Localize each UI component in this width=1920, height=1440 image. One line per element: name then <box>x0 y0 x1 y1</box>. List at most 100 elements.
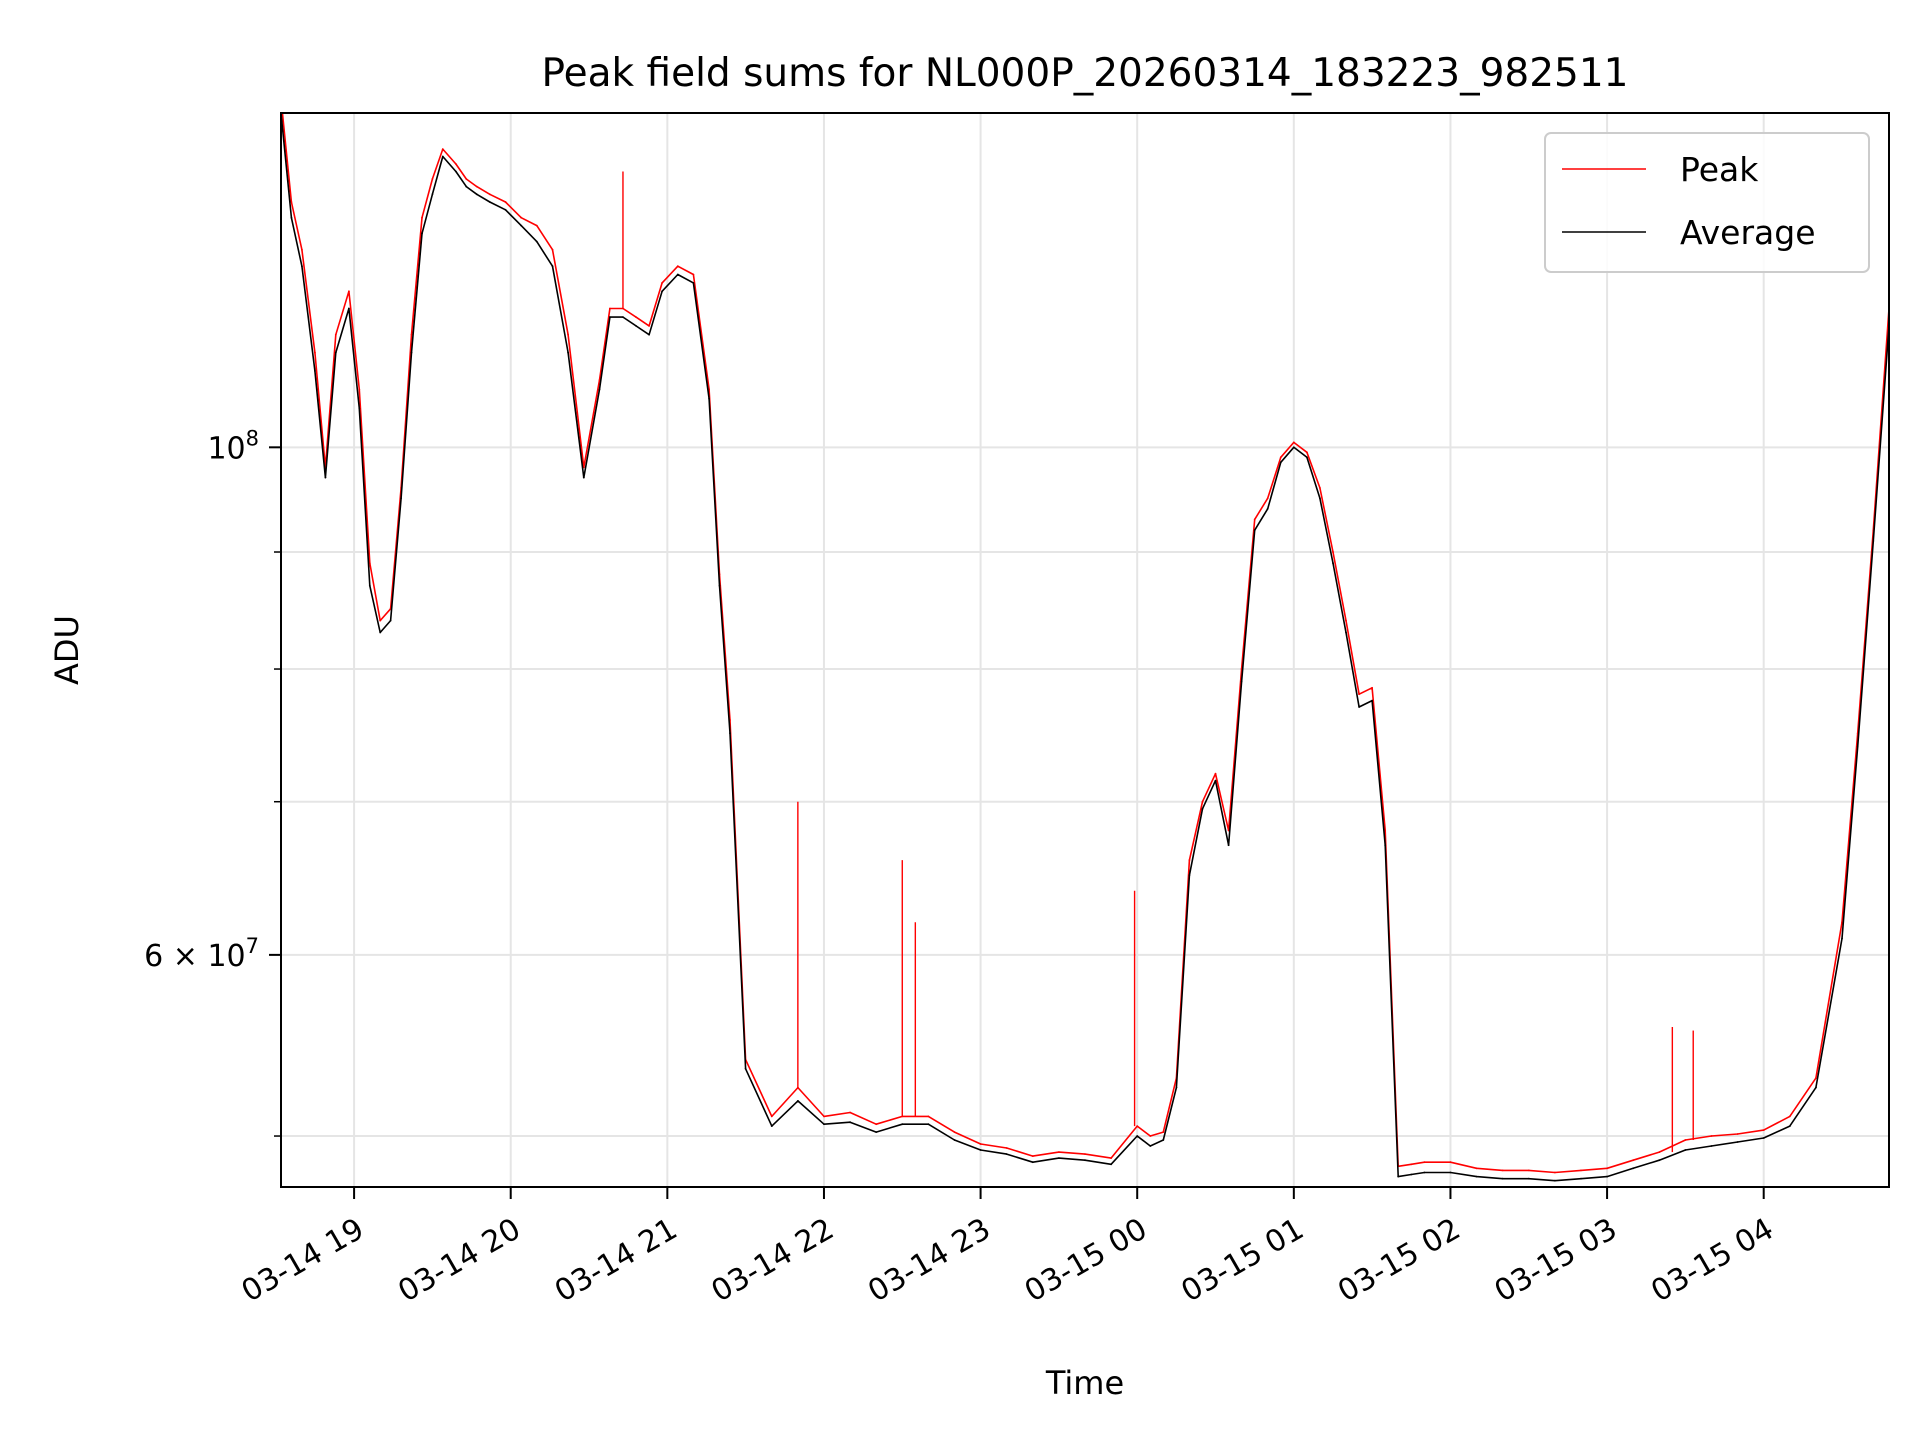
y-tick-base: 10 <box>207 431 245 466</box>
data-point-average <box>520 224 523 227</box>
data-point-peak <box>1606 1167 1608 1170</box>
data-point-peak <box>927 1115 930 1118</box>
data-point-average <box>979 1149 982 1151</box>
data-point-average <box>1815 1086 1817 1089</box>
data-point-peak <box>849 1111 851 1114</box>
data-point-peak <box>823 1115 825 1118</box>
data-point-average <box>1423 1171 1426 1174</box>
data-point-average <box>1292 446 1295 449</box>
data-point-average <box>488 201 491 203</box>
data-point-peak <box>1358 693 1360 696</box>
data-point-peak <box>1162 1131 1165 1133</box>
legend-peak-label: Peak <box>1680 150 1759 189</box>
y-tick-label: 6 × 107 <box>144 934 259 974</box>
data-point-average <box>744 1067 747 1070</box>
data-point-peak <box>1501 1169 1504 1172</box>
data-point-peak <box>1580 1169 1582 1172</box>
data-point-peak <box>1031 1155 1034 1157</box>
data-point-peak <box>1736 1133 1739 1135</box>
data-point-peak <box>598 379 601 381</box>
data-point-average <box>953 1139 956 1141</box>
data-point-average <box>622 316 624 318</box>
data-point-peak <box>1554 1171 1556 1174</box>
data-point-peak <box>358 388 361 391</box>
data-point-peak <box>979 1143 982 1145</box>
data-point-average <box>1345 631 1347 634</box>
data-point-average <box>441 155 444 158</box>
data-point-peak <box>1410 1163 1413 1166</box>
data-point-average <box>708 397 710 400</box>
data-point-average <box>1319 497 1321 500</box>
data-point-average <box>504 208 507 211</box>
data-point-peak <box>1058 1151 1060 1153</box>
data-point-peak <box>635 316 637 318</box>
data-point-average <box>1710 1145 1713 1147</box>
data-point-average <box>1736 1141 1739 1143</box>
data-point-average <box>1175 1086 1178 1089</box>
data-point-average <box>290 216 293 219</box>
data-point-peak <box>1084 1153 1086 1155</box>
data-point-average <box>368 584 371 587</box>
data-point-average <box>609 316 611 318</box>
data-point-average <box>1162 1139 1165 1141</box>
data-point-average <box>692 282 695 284</box>
data-point-average <box>1788 1125 1791 1127</box>
data-point-average <box>1606 1175 1608 1178</box>
data-point-peak <box>1371 686 1373 689</box>
y-tick-label: 108 <box>207 426 259 466</box>
data-point-peak <box>609 307 611 310</box>
data-point-average <box>1384 844 1387 847</box>
data-point-average <box>1005 1153 1008 1155</box>
data-point-peak <box>520 216 523 219</box>
data-point-peak <box>475 185 478 188</box>
y-tick-multiplier: 6 × <box>144 939 207 974</box>
data-point-peak <box>676 265 679 268</box>
data-point-peak <box>1345 619 1347 622</box>
legend: Peak Average <box>1544 132 1870 273</box>
data-point-average <box>1856 745 1859 748</box>
data-point-peak <box>1253 518 1256 521</box>
data-point-average <box>676 273 679 276</box>
data-point-average <box>1110 1163 1112 1166</box>
data-point-peak <box>1201 800 1204 803</box>
data-point-peak <box>314 351 316 354</box>
data-point-average <box>1031 1161 1034 1164</box>
data-point-average <box>1397 1175 1400 1178</box>
data-point-average <box>379 631 382 634</box>
data-point-average <box>1188 874 1191 877</box>
data-point-peak <box>441 148 444 151</box>
data-point-average <box>1306 456 1308 459</box>
data-point-average <box>389 619 392 622</box>
data-point-peak <box>551 248 554 251</box>
data-point-average <box>567 351 569 354</box>
grid <box>281 113 1889 1187</box>
data-point-average <box>358 407 361 410</box>
data-point-average <box>1279 461 1282 464</box>
data-point-average <box>465 185 468 188</box>
data-point-peak <box>368 562 371 564</box>
y-tick-exponent: 7 <box>246 934 259 958</box>
data-point-average <box>535 240 538 243</box>
data-point-peak <box>567 333 569 336</box>
data-point-average <box>334 351 337 354</box>
data-point-peak <box>301 248 303 251</box>
data-point-peak <box>488 193 491 196</box>
series-line-average <box>281 113 1889 1182</box>
data-point-average <box>1554 1179 1556 1182</box>
data-point-average <box>1684 1149 1687 1151</box>
data-point-peak <box>1005 1147 1008 1149</box>
data-point-peak <box>1632 1159 1635 1162</box>
data-point-average <box>823 1123 825 1126</box>
data-point-average <box>1371 699 1373 702</box>
data-point-average <box>431 193 434 196</box>
data-point-average <box>314 370 316 372</box>
data-point-peak <box>1306 451 1308 454</box>
data-point-average <box>400 497 402 500</box>
data-point-peak <box>1214 772 1217 775</box>
data-point-average <box>1201 807 1204 810</box>
data-point-average <box>1227 844 1230 847</box>
series-line-peak <box>281 113 1889 1174</box>
data-point-peak <box>465 178 468 180</box>
